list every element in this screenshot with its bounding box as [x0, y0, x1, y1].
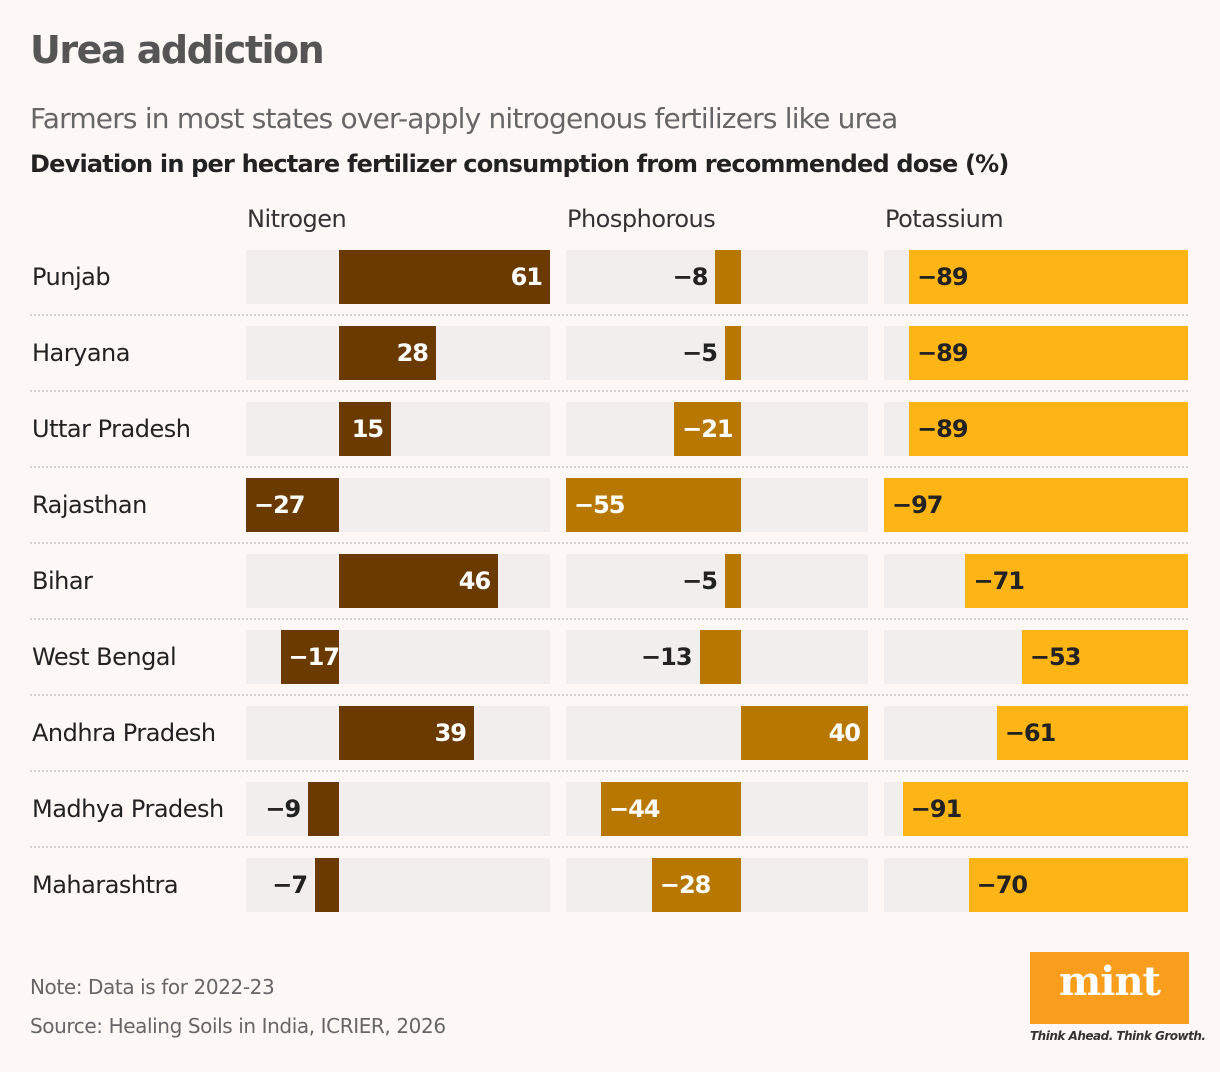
row-label: Maharashtra: [32, 871, 179, 899]
bar-potassium: [968, 858, 1188, 912]
bar-nitrogen: [339, 706, 474, 760]
logo-text: mint: [1058, 958, 1161, 1005]
data-label: −44: [608, 795, 661, 823]
source: Source: Healing Soils in India, ICRIER, …: [30, 1014, 446, 1038]
data-label: −97: [892, 491, 944, 519]
row-label: Haryana: [32, 339, 130, 367]
bar-potassium: [884, 478, 1188, 532]
bar-potassium: [996, 706, 1188, 760]
data-label: −89: [917, 263, 969, 291]
bar-potassium: [965, 554, 1188, 608]
note: Note: Data is for 2022-23: [30, 975, 275, 999]
data-label: −7: [272, 871, 308, 899]
bar-nitrogen: [315, 858, 340, 912]
bar-potassium: [909, 402, 1188, 456]
chart-title: Urea addiction: [30, 28, 325, 72]
column-header-nitrogen: Nitrogen: [247, 205, 347, 233]
bar-phosphorous: [651, 858, 741, 912]
row-divider: [30, 770, 1188, 772]
logo-tagline: Think Ahead. Think Growth.: [1030, 1029, 1206, 1043]
data-label: −71: [973, 567, 1025, 595]
data-label: −89: [917, 415, 969, 443]
bar-phosphorous: [699, 630, 741, 684]
bar-phosphorous: [724, 326, 741, 380]
data-label: −53: [1029, 643, 1082, 671]
chart-heading: Deviation in per hectare fertilizer cons…: [30, 150, 1009, 178]
data-label: −17: [288, 643, 341, 671]
bar-phosphorous: [600, 782, 741, 836]
data-label: −89: [917, 339, 969, 367]
bar-phosphorous: [674, 402, 741, 456]
data-label: −9: [265, 795, 301, 823]
data-label: −8: [672, 263, 709, 291]
bar-track: [246, 782, 550, 836]
data-label: 61: [510, 263, 543, 291]
bar-nitrogen: [339, 402, 392, 456]
data-label: 46: [458, 567, 491, 595]
bar-potassium: [902, 782, 1188, 836]
bar-phosphorous: [724, 554, 741, 608]
data-label: 28: [396, 339, 429, 367]
row-label: West Bengal: [32, 643, 177, 671]
row-divider: [30, 390, 1188, 392]
bar-phosphorous: [566, 478, 741, 532]
data-label: −55: [574, 491, 626, 519]
bar-nitrogen: [339, 250, 550, 304]
bar-nitrogen: [280, 630, 340, 684]
chart-subtitle: Farmers in most states over-apply nitrog…: [30, 102, 898, 135]
row-divider: [30, 846, 1188, 848]
column-header-potassium: Potassium: [885, 205, 1004, 233]
row-label: Andhra Pradesh: [32, 719, 216, 747]
data-label: 40: [828, 719, 861, 747]
bar-track: [566, 554, 868, 608]
row-label: Punjab: [32, 263, 111, 291]
row-divider: [30, 466, 1188, 468]
bar-nitrogen: [308, 782, 340, 836]
data-label: −70: [976, 871, 1029, 899]
bar-potassium: [909, 326, 1188, 380]
row-divider: [30, 694, 1188, 696]
data-label: −28: [659, 871, 712, 899]
data-label: 15: [351, 415, 384, 443]
row-label: Madhya Pradesh: [32, 795, 224, 823]
bar-track: [246, 858, 550, 912]
bar-track: [566, 326, 868, 380]
data-label: −91: [910, 795, 963, 823]
row-divider: [30, 314, 1188, 316]
data-label: −13: [641, 643, 693, 671]
mint-logo: mint: [1030, 952, 1189, 1024]
row-divider: [30, 618, 1188, 620]
row-label: Uttar Pradesh: [32, 415, 191, 443]
data-label: −5: [682, 339, 718, 367]
bar-nitrogen: [339, 554, 499, 608]
bar-phosphorous: [740, 706, 868, 760]
row-divider: [30, 542, 1188, 544]
data-label: 39: [434, 719, 467, 747]
column-header-phosphorous: Phosphorous: [567, 205, 716, 233]
bar-track: [246, 402, 550, 456]
bar-nitrogen: [339, 326, 436, 380]
bar-nitrogen: [246, 478, 340, 532]
data-label: −61: [1004, 719, 1057, 747]
bar-phosphorous: [715, 250, 741, 304]
bar-potassium: [1021, 630, 1188, 684]
bar-potassium: [909, 250, 1188, 304]
row-label: Bihar: [32, 567, 93, 595]
data-label: −5: [682, 567, 718, 595]
data-label: −27: [254, 491, 306, 519]
row-label: Rajasthan: [32, 491, 147, 519]
data-label: −21: [682, 415, 734, 443]
